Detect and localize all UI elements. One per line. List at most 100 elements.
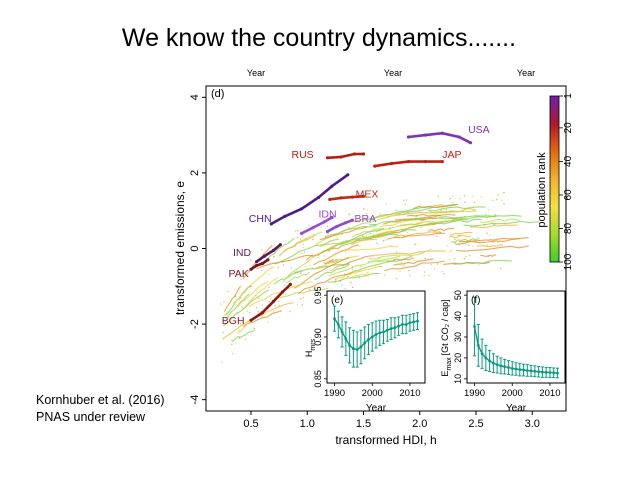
trajectory-point [267, 321, 269, 323]
trajectory-point [446, 245, 449, 247]
series-point-rus [352, 152, 357, 156]
country-trajectory [223, 289, 270, 327]
trajectory-point [240, 297, 242, 299]
series-label-bgh: BGH [222, 315, 245, 327]
inset-f-x-tick-label: 2000 [502, 388, 523, 399]
trajectory-point [328, 250, 330, 252]
inset-f-point [518, 368, 522, 371]
trajectory-point [450, 249, 453, 252]
country-trajectory [350, 271, 369, 279]
trajectory-point [359, 268, 362, 270]
trajectory-point [389, 229, 391, 231]
trajectory-point [315, 271, 318, 274]
trajectory-point [492, 241, 494, 243]
inset-panel-e: 1990 2000 2010 0.85 0.90 0.95 (e) Year Hmrs [304, 286, 426, 414]
country-trajectory [451, 214, 522, 220]
inset-f-point [473, 325, 476, 328]
citation: Kornhuber et al. (2016) PNAS under revie… [36, 392, 165, 426]
series-point-ind [255, 260, 259, 264]
series-point-bgh [271, 299, 276, 303]
trajectory-point [336, 236, 338, 238]
colorbar-tick-label: 40 [563, 155, 574, 167]
country-trajectory [248, 281, 312, 307]
trajectory-point [307, 268, 309, 270]
country-trajectory [232, 266, 275, 304]
trajectory-point [222, 318, 224, 320]
trajectory-point [378, 257, 380, 259]
country-trajectory [267, 237, 295, 260]
inset-f-point [556, 371, 559, 375]
inset-e-point [363, 341, 367, 345]
country-trajectory [455, 245, 529, 252]
trajectory-point [454, 242, 456, 244]
country-trajectory [306, 244, 343, 261]
inset-e-point [340, 330, 344, 334]
inset-e-point [333, 317, 336, 320]
inset-f-point [476, 344, 480, 347]
trajectory-point [261, 270, 263, 272]
inset-e-point [382, 330, 385, 334]
series-point-bgh [280, 290, 285, 294]
main-y-ticks: -4 -2 0 2 4 [189, 94, 206, 405]
series-point-idn [322, 220, 326, 224]
inset-f-point [552, 371, 556, 375]
trajectory-point [226, 312, 228, 314]
trajectory-point [416, 215, 418, 217]
inset-e-point [348, 344, 351, 347]
trajectory-point [395, 251, 398, 253]
highlighted-country-series: USA RUS JAP CHN MEX IDN BRA IND PAK BGH [222, 124, 490, 327]
country-trajectory [422, 218, 483, 227]
citation-authors: Kornhuber et al. (2016) [36, 393, 165, 407]
series-point-jap [373, 164, 377, 168]
top-label-3: Year [517, 68, 535, 78]
colorbar: 1 20 40 60 80 100 population rank [536, 93, 574, 271]
series-point-jap [406, 160, 411, 164]
country-trajectory [394, 231, 441, 238]
main-x-tick-label: 1.0 [300, 418, 315, 430]
series-point-chn [330, 184, 334, 188]
series-point-ind [278, 243, 282, 247]
trajectory-point [474, 201, 476, 203]
series-point-chn [316, 195, 321, 200]
series-point-bgh [249, 318, 253, 322]
trajectory-point [464, 215, 466, 218]
trajectory-point [435, 217, 437, 219]
series-line-idn [300, 216, 334, 235]
inset-e-point [367, 338, 370, 341]
trajectory-point [251, 297, 254, 299]
trajectory-point [345, 251, 347, 253]
country-trajectory [232, 329, 255, 343]
trajectory-point [245, 279, 247, 281]
trajectory-point [419, 251, 421, 253]
trajectory-point [403, 235, 405, 238]
country-trajectory [319, 238, 378, 248]
main-y-tick-label: -2 [189, 319, 201, 329]
trajectory-point [309, 289, 311, 291]
trajectory-point [220, 303, 222, 305]
trajectory-point [312, 238, 314, 241]
trajectory-point [327, 232, 329, 235]
country-trajectory [373, 250, 446, 257]
series-point-usa [423, 133, 427, 137]
trajectory-point [309, 264, 311, 266]
series-label-pak: PAK [229, 268, 249, 280]
trajectory-point [235, 342, 237, 344]
trajectory-point [490, 238, 492, 241]
trajectory-point [469, 254, 471, 256]
trajectory-point [366, 209, 369, 211]
series-point-ind [262, 254, 267, 258]
slide-title: We know the country dynamics....... [121, 24, 517, 52]
inset-f-point [484, 356, 488, 360]
country-trajectory [341, 229, 417, 247]
trajectory-point [278, 300, 280, 303]
trajectory-point [351, 266, 353, 268]
trajectory-point [238, 299, 240, 301]
series-point-chn [283, 214, 287, 218]
inset-e-point [336, 323, 340, 326]
trajectory-point [249, 312, 251, 314]
series-line-bra [326, 218, 354, 233]
inset-e-point [385, 328, 389, 332]
trajectory-point [334, 278, 337, 281]
trajectory-point [424, 257, 427, 260]
